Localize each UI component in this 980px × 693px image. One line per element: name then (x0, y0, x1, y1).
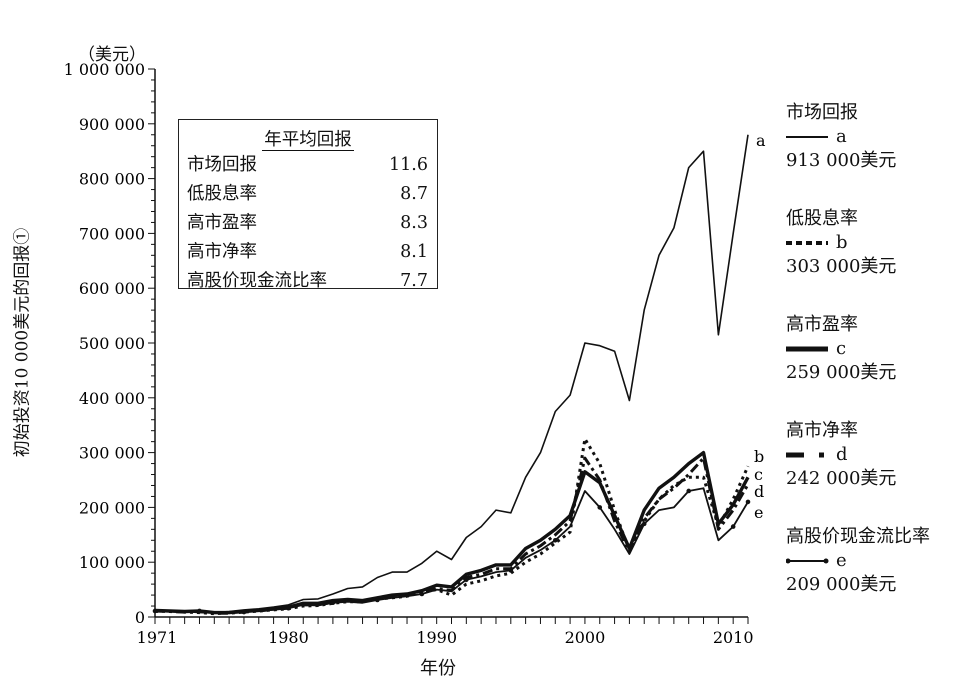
series-point-e (686, 488, 691, 494)
x-tick-label: 2010 (713, 628, 754, 647)
legend-item-d: 高市净率 d 242 000美元 (786, 418, 976, 524)
series-line-d (154, 456, 750, 615)
legend-line-sample (786, 136, 828, 138)
legend-key: d (836, 444, 848, 465)
series-point-e (552, 537, 558, 543)
inset-name: 低股息率 (187, 184, 257, 204)
series-end-label-d: d (754, 482, 764, 501)
y-tick-label: 500 000 (79, 334, 145, 353)
x-tick-label: 1971 (137, 628, 178, 647)
legend-line-sample (786, 346, 828, 352)
inset-name: 市场回报 (187, 155, 257, 175)
y-tick-label: 800 000 (79, 170, 145, 189)
legend-item-c: 高市盈率 c 259 000美元 (786, 312, 976, 418)
inset-value: 7.7 (400, 271, 428, 291)
legend-key: c (836, 338, 847, 359)
y-unit-label: （美元） (78, 45, 146, 65)
inset-row: 高市净率 8.1 (179, 238, 437, 267)
y-tick-label: 300 000 (79, 444, 145, 463)
series-point-e (730, 524, 736, 529)
legend-key: b (836, 232, 848, 253)
legend-name: 高市净率 (786, 420, 858, 441)
inset-value: 11.6 (389, 155, 428, 175)
inset-value: 8.3 (400, 213, 428, 233)
legend-line-sample (786, 241, 828, 245)
legend-name: 高市盈率 (786, 314, 858, 335)
series-point-e (241, 609, 247, 615)
inset-title: 年平均回报 (262, 130, 354, 151)
series-line-c (154, 450, 750, 615)
series-point-e (330, 600, 336, 606)
legend-item-e: 高股价现金流比率 e 209 000美元 (786, 524, 976, 630)
inset-row: 市场回报 11.6 (179, 151, 437, 180)
x-tick-label: 1990 (416, 628, 457, 647)
y-tick-label: 700 000 (79, 224, 145, 243)
series-point-e (375, 597, 380, 603)
series-end-label-b: b (754, 447, 764, 466)
series-point-e (641, 521, 647, 527)
legend-end-value: 303 000美元 (786, 256, 897, 277)
series-end-label-c: c (754, 465, 763, 484)
inset-name: 高市净率 (187, 242, 257, 262)
legend-line-sample (786, 558, 829, 564)
inset-name: 高市盈率 (187, 213, 257, 233)
x-tick-label: 2000 (565, 628, 606, 647)
series-point-e (464, 577, 469, 583)
inset-row: 高股价现金流比率 7.7 (179, 267, 437, 296)
legend-key: e (836, 550, 847, 571)
inset-value: 8.1 (400, 242, 428, 262)
series-point-e (419, 591, 425, 597)
series-point-e (197, 608, 202, 614)
y-tick-label: 400 000 (79, 389, 145, 408)
x-tick-label: 1980 (268, 628, 309, 647)
legend-end-value: 913 000美元 (786, 150, 897, 171)
annual-return-table: 年平均回报 市场回报 11.6 低股息率 8.7 高市盈率 8.3 高市净率 8.1 高… (178, 119, 438, 291)
legend-name: 高股价现金流比率 (786, 526, 930, 547)
legend-key: a (836, 126, 847, 147)
series-line-e (154, 487, 749, 615)
legend-name: 市场回报 (786, 102, 858, 123)
y-tick-label: 600 000 (79, 279, 145, 298)
inset-row: 高市盈率 8.3 (179, 209, 437, 238)
series-point-e (152, 608, 158, 614)
x-axis-label: 年份 (420, 658, 456, 679)
y-tick-label: 0 (135, 608, 145, 627)
legend-end-value: 242 000美元 (786, 468, 897, 489)
series-point-e (286, 605, 291, 611)
legend: 市场回报 a 913 000美元 低股息率 b 303 000美元 高市盈率 c 259 000… (786, 100, 976, 630)
y-tick-label: 200 000 (79, 498, 145, 517)
legend-name: 低股息率 (786, 208, 858, 229)
series-point-e (597, 505, 603, 510)
series-end-label-e: e (754, 503, 763, 522)
legend-end-value: 259 000美元 (786, 362, 897, 383)
y-tick-label: 900 000 (79, 115, 145, 134)
legend-item-b: 低股息率 b 303 000美元 (786, 206, 976, 312)
legend-line-sample (786, 452, 824, 458)
legend-item-a: 市场回报 a 913 000美元 (786, 100, 976, 206)
inset-row: 低股息率 8.7 (179, 180, 437, 209)
legend-end-value: 209 000美元 (786, 574, 897, 595)
inset-name: 高股价现金流比率 (187, 271, 327, 291)
inset-value: 8.7 (400, 184, 428, 204)
series-point-e (508, 568, 514, 573)
y-axis-label: 初始投资10 000美元的回报① (12, 227, 33, 458)
y-tick-label: 100 000 (79, 553, 145, 572)
y-tick-label: 1 000 000 (64, 60, 145, 79)
series-end-label-a: a (756, 131, 766, 150)
series-point-e (745, 499, 751, 505)
